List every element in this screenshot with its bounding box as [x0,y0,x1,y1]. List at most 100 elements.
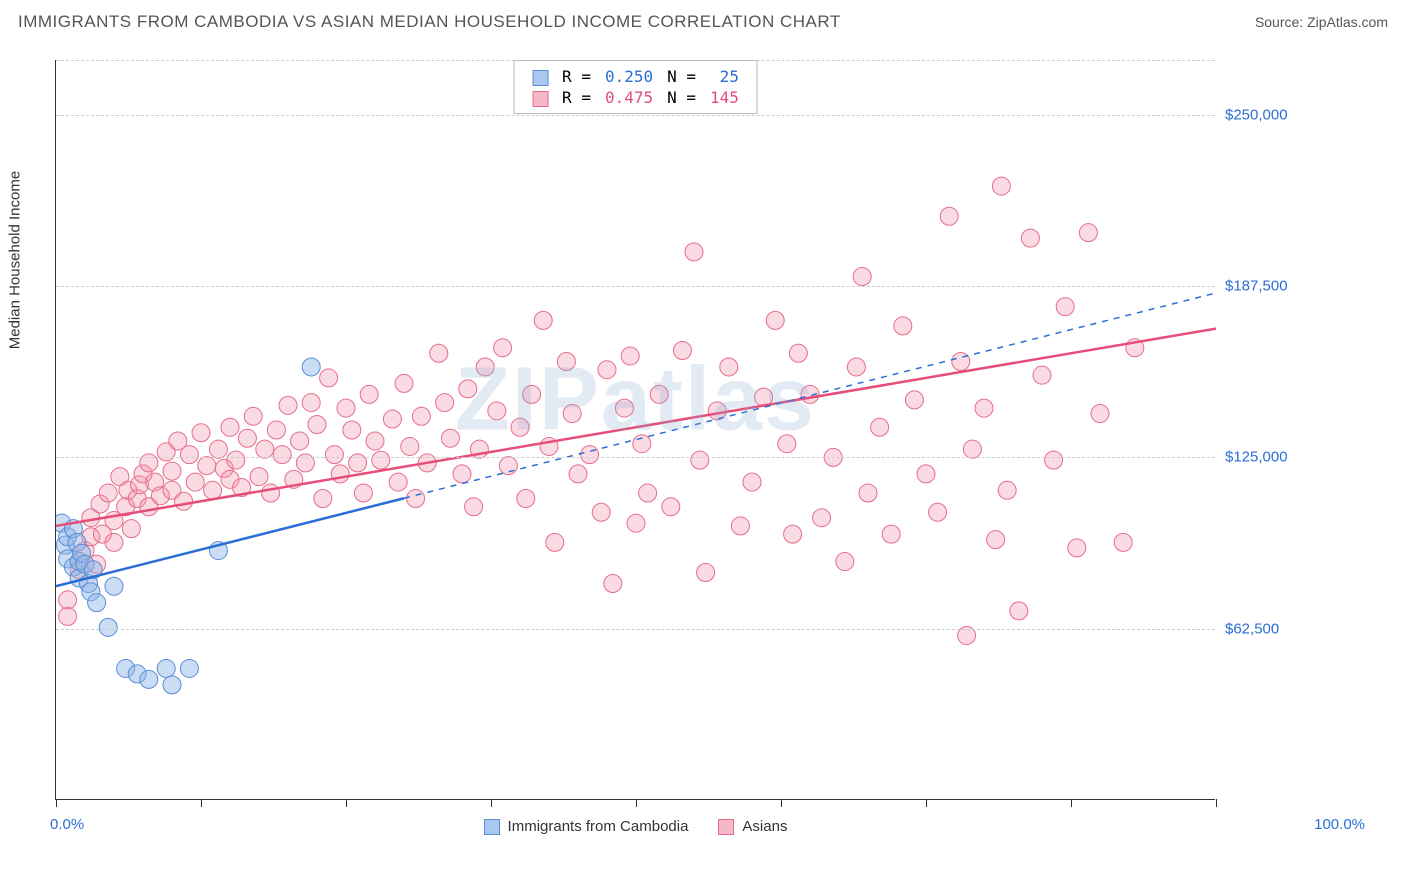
asians-point [383,410,401,428]
asians-point [59,607,77,625]
asians-point [963,440,981,458]
asians-point [592,503,610,521]
asians-point [650,385,668,403]
correlation-legend: R =0.250N =25R =0.475N =145 [513,60,758,114]
asians-point [1045,451,1063,469]
asians-point [395,374,413,392]
asians-point [615,399,633,417]
asians-point [517,490,535,508]
asians-point [459,380,477,398]
asians-point [244,407,262,425]
asians-point [262,484,280,502]
asians-point [256,440,274,458]
asians-point [412,407,430,425]
asians-point [372,451,390,469]
legend-n-label: N = [661,88,702,107]
asians-point [1056,298,1074,316]
asians-point [905,391,923,409]
asians-point [917,465,935,483]
legend-r-value: 0.475 [599,88,659,107]
asians-point [1010,602,1028,620]
asians-point [662,498,680,516]
asians-point [198,457,216,475]
cambodia-point [157,659,175,677]
asians-point [204,481,222,499]
legend-swatch [484,819,500,835]
asians-point [436,394,454,412]
asians-point [639,484,657,502]
asians-point [534,311,552,329]
scatter-svg [56,60,1216,800]
legend-n-value: 25 [704,67,745,86]
x-tick [201,799,202,807]
asians-point [847,358,865,376]
cambodia-point [180,659,198,677]
asians-point [778,435,796,453]
asians-point [784,525,802,543]
asians-point [720,358,738,376]
source-name: ZipAtlas.com [1307,14,1388,30]
asians-point [227,451,245,469]
asians-point [122,520,140,538]
asians-point [476,358,494,376]
cambodia-point [105,577,123,595]
cambodia-point [302,358,320,376]
x-tick [1071,799,1072,807]
legend-swatch [532,70,548,86]
legend-label: Immigrants from Cambodia [508,818,689,835]
legend-r-label: R = [556,67,597,86]
asians-point [697,564,715,582]
asians-point [836,553,854,571]
x-tick [1216,799,1217,807]
asians-point [1021,229,1039,247]
asians-point [1091,405,1109,423]
cambodia-point [140,670,158,688]
x-axis-max-label: 100.0% [1314,816,1365,833]
asians-point [691,451,709,469]
chart-area: Median Household Income ZIPatlas R =0.25… [55,60,1375,800]
asians-point [308,416,326,434]
legend-label: Asians [742,818,787,835]
asians-point [743,473,761,491]
asians-point [407,490,425,508]
gridline [56,286,1215,287]
asians-point [563,405,581,423]
x-tick [346,799,347,807]
asians-point [789,344,807,362]
asians-point [987,531,1005,549]
asians-point [192,424,210,442]
asians-point [163,462,181,480]
asians-point [105,533,123,551]
asians-point [360,385,378,403]
asians-point [494,339,512,357]
y-tick-label: $250,000 [1225,106,1288,123]
asians-point [99,484,117,502]
legend-swatch [718,819,734,835]
asians-point [221,418,239,436]
asians-point [998,481,1016,499]
gridline [56,115,1215,116]
plot-region: ZIPatlas R =0.250N =25R =0.475N =145 0.0… [55,60,1215,800]
chart-title: IMMIGRANTS FROM CAMBODIA VS ASIAN MEDIAN… [18,12,841,32]
asians-point [894,317,912,335]
asians-point [389,473,407,491]
asians-point [673,342,691,360]
cambodia-point [88,594,106,612]
asians-point [685,243,703,261]
asians-point [291,432,309,450]
asians-point [569,465,587,483]
asians-point [621,347,639,365]
x-tick [781,799,782,807]
gridline [56,457,1215,458]
legend-swatch [532,91,548,107]
asians-point [465,498,483,516]
legend-item: Asians [718,818,787,835]
asians-point [1068,539,1086,557]
asians-point [401,437,419,455]
asians-point [992,177,1010,195]
source-label: Source: ZipAtlas.com [1255,14,1388,30]
asians-point [180,446,198,464]
asians-point [238,429,256,447]
gridline [56,629,1215,630]
asians-point [279,396,297,414]
